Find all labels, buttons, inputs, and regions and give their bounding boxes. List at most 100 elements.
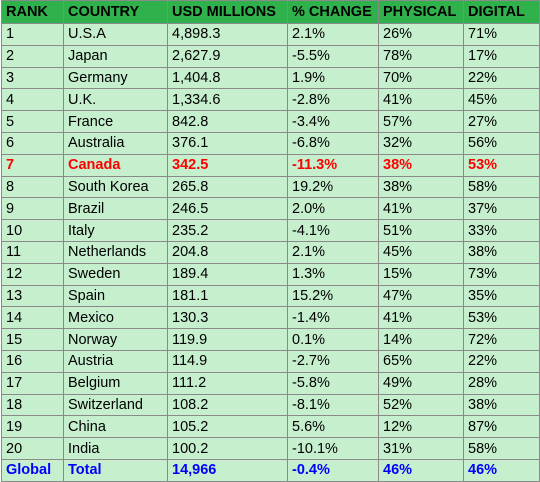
cell-rank: 18	[1, 393, 64, 417]
cell-country: Japan	[63, 44, 168, 68]
cell-country: France	[63, 110, 168, 133]
cell-rank: 9	[1, 197, 64, 221]
table-row: 13 Spain 181.1 15.2% 47% 35%	[1, 284, 540, 308]
cell-digital: 46%	[463, 458, 540, 482]
cell-physical: 12%	[378, 415, 464, 439]
cell-country: Australia	[63, 131, 168, 155]
table-row: 15 Norway 119.9 0.1% 14% 72%	[1, 328, 540, 351]
cell-digital: 71%	[463, 23, 540, 46]
table-row: 20 India 100.2 -10.1% 31% 58%	[1, 437, 540, 460]
cell-usd-millions: 1,334.6	[167, 88, 288, 112]
cell-physical: 41%	[378, 197, 464, 221]
cell-percent-change: -2.7%	[287, 349, 379, 373]
cell-physical: 38%	[378, 175, 464, 199]
cell-rank: 6	[1, 131, 64, 155]
table-row: 19 China 105.2 5.6% 12% 87%	[1, 415, 540, 439]
cell-country: Total	[63, 458, 168, 482]
table-row: 9 Brazil 246.5 2.0% 41% 37%	[1, 197, 540, 221]
table-row: 8 South Korea 265.8 19.2% 38% 58%	[1, 175, 540, 199]
cell-percent-change: -1.4%	[287, 306, 379, 330]
cell-physical: 31%	[378, 437, 464, 460]
cell-digital: 38%	[463, 240, 540, 264]
cell-digital: 45%	[463, 88, 540, 112]
cell-digital: 33%	[463, 219, 540, 242]
cell-rank: 2	[1, 44, 64, 68]
cell-digital: 17%	[463, 44, 540, 68]
cell-physical: 41%	[378, 306, 464, 330]
cell-country: Germany	[63, 66, 168, 90]
cell-digital: 73%	[463, 262, 540, 286]
cell-physical: 15%	[378, 262, 464, 286]
cell-digital: 56%	[463, 131, 540, 155]
cell-rank: 13	[1, 284, 64, 308]
cell-digital: 58%	[463, 175, 540, 199]
cell-digital: 28%	[463, 371, 540, 395]
header-rank: RANK	[1, 0, 64, 24]
table-row: 12 Sweden 189.4 1.3% 15% 73%	[1, 262, 540, 286]
cell-country: U.K.	[63, 88, 168, 112]
cell-rank: 16	[1, 349, 64, 373]
table-row: 18 Switzerland 108.2 -8.1% 52% 38%	[1, 393, 540, 417]
cell-country: Brazil	[63, 197, 168, 221]
cell-rank: 8	[1, 175, 64, 199]
cell-rank: 19	[1, 415, 64, 439]
cell-usd-millions: 111.2	[167, 371, 288, 395]
cell-usd-millions: 265.8	[167, 175, 288, 199]
cell-physical: 46%	[378, 458, 464, 482]
cell-digital: 72%	[463, 328, 540, 351]
cell-rank: 1	[1, 23, 64, 46]
cell-country: Belgium	[63, 371, 168, 395]
cell-digital: 27%	[463, 110, 540, 133]
cell-physical: 14%	[378, 328, 464, 351]
cell-country: Spain	[63, 284, 168, 308]
cell-country: Canada	[63, 153, 168, 177]
cell-usd-millions: 105.2	[167, 415, 288, 439]
cell-usd-millions: 342.5	[167, 153, 288, 177]
cell-rank: 20	[1, 437, 64, 460]
cell-rank: 3	[1, 66, 64, 90]
cell-rank: Global	[1, 458, 64, 482]
cell-usd-millions: 246.5	[167, 197, 288, 221]
table-row: 17 Belgium 111.2 -5.8% 49% 28%	[1, 371, 540, 395]
cell-country: Norway	[63, 328, 168, 351]
table-row: 1 U.S.A 4,898.3 2.1% 26% 71%	[1, 23, 540, 46]
cell-physical: 45%	[378, 240, 464, 264]
table-row: 4 U.K. 1,334.6 -2.8% 41% 45%	[1, 88, 540, 112]
cell-country: Mexico	[63, 306, 168, 330]
cell-percent-change: 5.6%	[287, 415, 379, 439]
cell-country: India	[63, 437, 168, 460]
header-country: COUNTRY	[63, 0, 168, 24]
cell-rank: 17	[1, 371, 64, 395]
cell-physical: 57%	[378, 110, 464, 133]
table-row: 6 Australia 376.1 -6.8% 32% 56%	[1, 131, 540, 155]
table-row: 14 Mexico 130.3 -1.4% 41% 53%	[1, 306, 540, 330]
cell-percent-change: -4.1%	[287, 219, 379, 242]
cell-digital: 35%	[463, 284, 540, 308]
cell-physical: 47%	[378, 284, 464, 308]
cell-usd-millions: 119.9	[167, 328, 288, 351]
cell-country: Austria	[63, 349, 168, 373]
cell-rank: 5	[1, 110, 64, 133]
cell-country: China	[63, 415, 168, 439]
cell-usd-millions: 14,966	[167, 458, 288, 482]
cell-country: Sweden	[63, 262, 168, 286]
cell-physical: 70%	[378, 66, 464, 90]
cell-physical: 26%	[378, 23, 464, 46]
cell-country: U.S.A	[63, 23, 168, 46]
cell-rank: 15	[1, 328, 64, 351]
cell-rank: 14	[1, 306, 64, 330]
header-row: RANK COUNTRY USD MILLIONS % CHANGE PHYSI…	[1, 0, 540, 24]
cell-usd-millions: 189.4	[167, 262, 288, 286]
cell-usd-millions: 130.3	[167, 306, 288, 330]
cell-percent-change: 15.2%	[287, 284, 379, 308]
cell-rank: 4	[1, 88, 64, 112]
cell-digital: 22%	[463, 66, 540, 90]
table-row: 3 Germany 1,404.8 1.9% 70% 22%	[1, 66, 540, 90]
header-percent-change: % CHANGE	[287, 0, 379, 24]
cell-physical: 52%	[378, 393, 464, 417]
cell-digital: 87%	[463, 415, 540, 439]
cell-usd-millions: 108.2	[167, 393, 288, 417]
cell-physical: 32%	[378, 131, 464, 155]
header-physical: PHYSICAL	[378, 0, 464, 24]
